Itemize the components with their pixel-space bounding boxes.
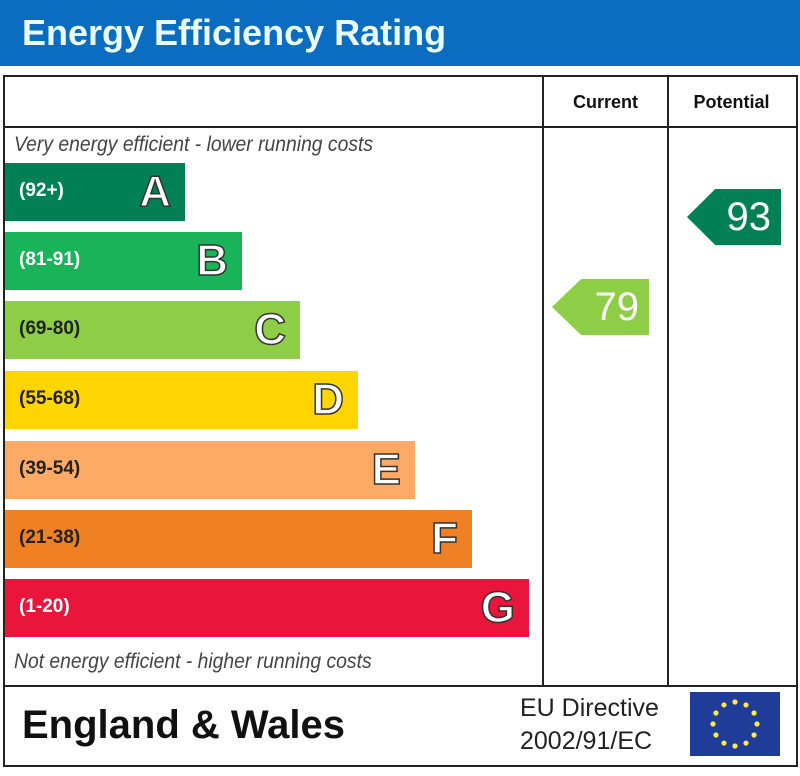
eu-flag-icon	[690, 692, 780, 756]
band-letter: A	[138, 166, 171, 217]
top-note: Very energy efficient - lower running co…	[14, 133, 374, 156]
band-letter: D	[311, 374, 344, 425]
region-label: England & Wales	[22, 703, 346, 747]
band-d: (55-68) D	[5, 371, 358, 429]
current-rating-value: 79	[594, 285, 640, 329]
column-header-current: Current	[572, 92, 638, 112]
band-letter: E	[371, 444, 402, 495]
band-range: (55-68)	[19, 388, 81, 409]
bottom-note: Not energy efficient - higher running co…	[14, 650, 372, 673]
band-letter: F	[430, 513, 458, 564]
column-header-potential: Potential	[693, 92, 770, 112]
band-a: (92+) A	[5, 163, 185, 221]
band-letter: B	[195, 235, 228, 286]
band-range: (69-80)	[19, 318, 81, 339]
band-range: (1-20)	[19, 596, 70, 617]
flag-star	[751, 732, 757, 738]
band-range: (92+)	[19, 180, 64, 201]
flag-star	[710, 721, 716, 727]
band-range: (81-91)	[19, 249, 81, 270]
divider	[3, 126, 796, 128]
flag-star	[732, 743, 738, 749]
flag-star	[721, 740, 727, 746]
band-c: (69-80) C	[5, 301, 300, 359]
flag-star	[721, 702, 727, 708]
directive-line2: 2002/91/EC	[520, 727, 653, 755]
flag-star	[751, 710, 757, 716]
potential-rating-arrow: 93	[687, 189, 781, 245]
divider	[542, 75, 544, 687]
flag-star	[732, 699, 738, 705]
flag-star	[713, 732, 719, 738]
band-e: (39-54) E	[5, 441, 415, 499]
divider	[3, 685, 796, 687]
potential-rating-value: 93	[726, 195, 772, 239]
divider	[667, 75, 669, 687]
flag-star	[713, 710, 719, 716]
chart-frame	[3, 75, 798, 767]
band-range: (21-38)	[19, 527, 81, 548]
band-letter: C	[253, 304, 286, 355]
band-range: (39-54)	[19, 458, 81, 479]
flag-star	[743, 702, 749, 708]
band-g: (1-20) G	[5, 579, 529, 637]
directive-line1: EU Directive	[520, 694, 659, 722]
title-bar: Energy Efficiency Rating	[0, 0, 800, 66]
band-b: (81-91) B	[5, 232, 242, 290]
flag-star	[754, 721, 760, 727]
band-letter: G	[480, 582, 516, 633]
band-f: (21-38) F	[5, 510, 472, 568]
flag-star	[743, 740, 749, 746]
chart-title: Energy Efficiency Rating	[22, 12, 447, 53]
